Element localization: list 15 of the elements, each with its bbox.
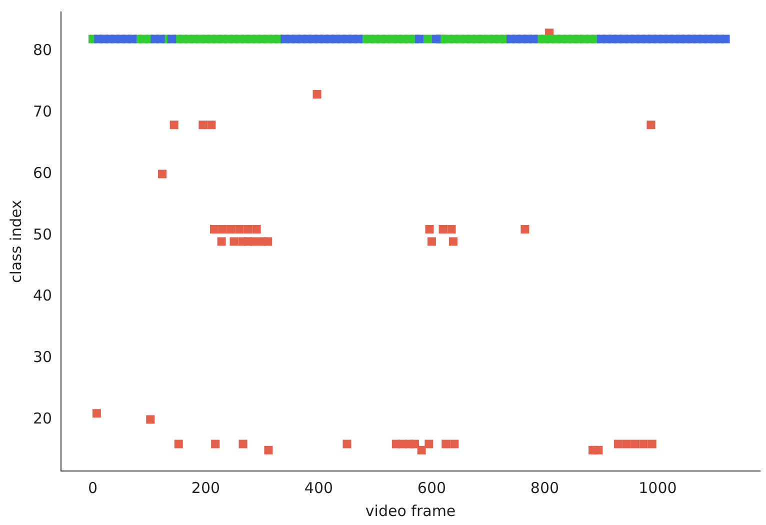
x-tick-label: 800 <box>530 478 560 497</box>
y-tick-label: 80 <box>32 41 52 60</box>
x-axis-title: video frame <box>365 502 456 520</box>
y-tick-label: 50 <box>32 225 52 244</box>
x-tick-label: 0 <box>88 478 98 497</box>
y-axis-title: class index <box>6 200 25 284</box>
y-tick-label: 30 <box>32 348 52 366</box>
x-tick-label: 1000 <box>638 478 677 497</box>
y-tick-label: 60 <box>32 164 52 182</box>
x-tick-label: 600 <box>417 478 446 497</box>
x-tick-label: 200 <box>191 478 220 497</box>
y-tick-label: 20 <box>32 409 52 428</box>
y-tick-label: 40 <box>32 286 52 305</box>
y-tick-label: 70 <box>32 102 52 121</box>
x-tick-label: 400 <box>304 478 334 497</box>
